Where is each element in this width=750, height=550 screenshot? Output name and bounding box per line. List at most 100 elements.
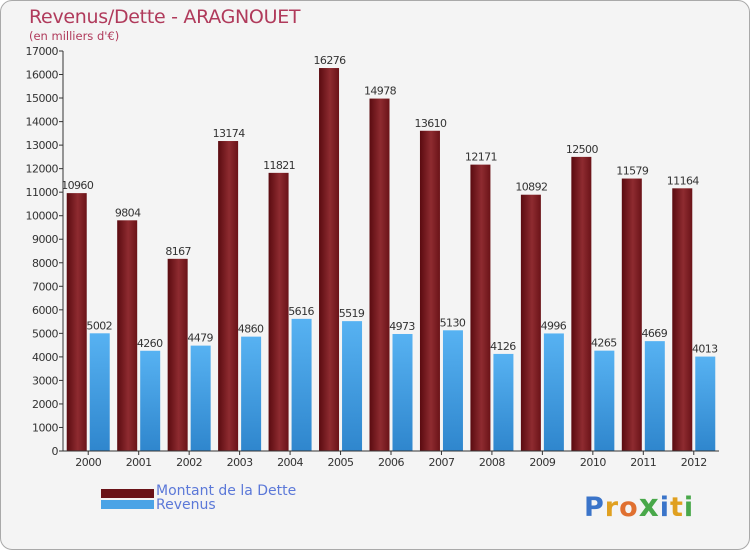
x-tick-label-2006: 2006 (378, 456, 404, 469)
bar-revenus-2009 (543, 333, 564, 451)
bar-revenus-2008 (493, 353, 514, 451)
y-tick-label-1000: 1000 (32, 421, 58, 434)
logo-letter-1: r (604, 492, 620, 523)
x-tick-label-2004: 2004 (277, 456, 303, 469)
x-tick-label-2005: 2005 (328, 456, 354, 469)
bar-revenus-2006 (392, 333, 413, 451)
bar-dette-2008 (470, 164, 491, 451)
y-tick-label-7000: 7000 (32, 280, 58, 293)
y-tick-label-16000: 16000 (26, 69, 59, 82)
label-revenus-2007: 5130 (440, 316, 466, 329)
x-tick-label-2002: 2002 (176, 456, 202, 469)
bar-dette-2005 (319, 68, 340, 452)
bar-dette-2007 (419, 130, 440, 451)
label-revenus-2004: 5616 (288, 305, 314, 318)
y-tick-label-2000: 2000 (32, 398, 58, 411)
bar-revenus-2005 (342, 321, 363, 451)
chart-title: Revenus/Dette - ARAGNOUET (29, 6, 301, 28)
label-revenus-2008: 4126 (490, 340, 516, 353)
logo-letter-2: o (619, 492, 639, 523)
bar-dette-2009 (520, 194, 541, 451)
y-tick-label-13000: 13000 (26, 139, 59, 152)
x-tick-label-2007: 2007 (428, 456, 454, 469)
label-dette-2006: 14978 (364, 85, 397, 98)
bar-revenus-2010 (594, 350, 615, 451)
label-dette-2003: 13174 (213, 127, 246, 140)
label-revenus-2003: 4860 (238, 323, 264, 336)
x-tick-label-2000: 2000 (75, 456, 101, 469)
label-revenus-2012: 4013 (692, 343, 718, 356)
bar-dette-2010 (571, 156, 592, 451)
label-revenus-2006: 4973 (389, 320, 415, 333)
x-tick-label-2003: 2003 (227, 456, 253, 469)
x-tick-label-2009: 2009 (529, 456, 555, 469)
label-dette-2000: 10960 (61, 179, 94, 192)
value-labels-layer: 10960 5002 9804 4260 8167 4479 13174 4860 11821 5… (61, 54, 719, 356)
y-tick-label-15000: 15000 (26, 92, 59, 105)
bar-revenus-2003 (241, 336, 262, 451)
y-tick-label-5000: 5000 (32, 327, 58, 340)
proxiti-logo: Proxiti (584, 488, 694, 524)
logo-letter-3: x (638, 488, 660, 524)
label-dette-2005: 16276 (314, 54, 347, 67)
y-tick-label-6000: 6000 (32, 304, 58, 317)
label-dette-2010: 12500 (566, 143, 599, 156)
y-tick-label-11000: 11000 (26, 186, 59, 199)
legend-label-revenus: Revenus (156, 497, 216, 513)
bar-dette-2006 (369, 98, 390, 451)
x-tick-label-2008: 2008 (479, 456, 505, 469)
logo-letter-5: t (669, 492, 684, 523)
label-revenus-2001: 4260 (137, 337, 163, 350)
label-revenus-2011: 4669 (642, 327, 668, 340)
bar-dette-2003 (218, 141, 239, 451)
y-tick-label-12000: 12000 (26, 163, 59, 176)
bar-dette-2002 (167, 258, 188, 451)
bar-dette-2000 (66, 193, 87, 451)
label-dette-2012: 11164 (667, 174, 700, 187)
bar-revenus-2011 (644, 341, 665, 451)
x-tick-label-2001: 2001 (126, 456, 152, 469)
x-tick-label-2010: 2010 (580, 456, 606, 469)
chart-subtitle: (en milliers d'€) (29, 29, 120, 43)
bar-revenus-2012 (695, 356, 716, 451)
y-tick-label-10000: 10000 (26, 210, 59, 223)
y-tick-label-3000: 3000 (32, 374, 58, 387)
legend-swatch-debt (101, 489, 154, 498)
label-dette-2011: 11579 (616, 165, 649, 178)
bars-layer (66, 68, 716, 452)
label-revenus-2010: 4265 (591, 337, 617, 350)
y-tick-label-17000: 17000 (26, 45, 59, 58)
y-tick-label-9000: 9000 (32, 233, 58, 246)
bar-revenus-2000 (89, 333, 110, 451)
bar-dette-2012 (672, 188, 693, 452)
bar-revenus-2002 (190, 345, 211, 451)
label-revenus-2009: 4996 (541, 319, 567, 332)
label-dette-2001: 9804 (115, 206, 141, 219)
y-tick-label-4000: 4000 (32, 351, 58, 364)
legend-label-debt: Montant de la Dette (156, 483, 297, 499)
logo-letter-6: i (683, 492, 695, 523)
label-dette-2007: 13610 (414, 117, 447, 130)
label-dette-2004: 11821 (263, 159, 295, 172)
x-tick-label-2011: 2011 (630, 456, 656, 469)
bar-dette-2001 (117, 220, 138, 451)
label-revenus-2000: 5002 (86, 319, 112, 332)
logo-letter-4: i (659, 492, 670, 523)
bar-dette-2011 (621, 178, 642, 451)
x-tick-label-2012: 2012 (681, 456, 707, 469)
y-tick-label-0: 0 (52, 445, 59, 458)
y-tick-label-8000: 8000 (32, 257, 58, 270)
label-revenus-2002: 4479 (187, 332, 213, 345)
y-tick-label-14000: 14000 (26, 116, 59, 129)
label-revenus-2005: 5519 (339, 307, 365, 320)
bar-revenus-2004 (291, 318, 312, 451)
logo-letter-0: P (584, 492, 605, 523)
label-dette-2008: 12171 (465, 151, 497, 164)
bar-revenus-2007 (442, 330, 463, 451)
label-dette-2002: 8167 (165, 245, 191, 258)
axis-layer: 2000 2001 2002 2003 2004 2005 2006 2007 2008 2009… (26, 45, 719, 469)
label-dette-2009: 10892 (515, 181, 547, 194)
bar-revenus-2001 (140, 350, 161, 451)
